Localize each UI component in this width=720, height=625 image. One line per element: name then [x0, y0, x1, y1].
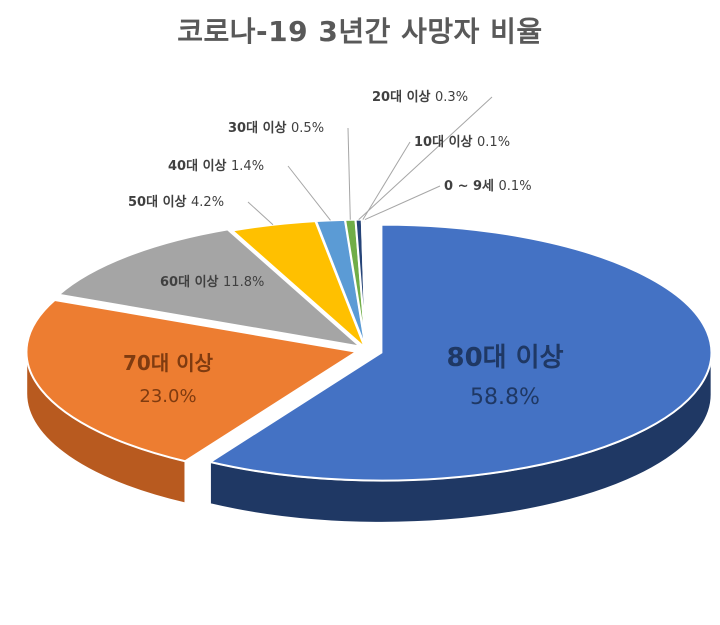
slice-label-6: 20대 이상 0.3%: [372, 89, 468, 105]
slice-label-2: 60대 이상 11.8%: [160, 274, 264, 290]
slice-label-name-2: 60대 이상: [160, 274, 223, 290]
slice-label-value-2: 11.8%: [223, 275, 264, 290]
slice-label-3: 50대 이상 4.2%: [128, 194, 224, 210]
slice-label-value-3: 4.2%: [191, 195, 224, 210]
slice-label-name-4: 40대 이상: [168, 158, 231, 174]
pie-top-faces: [25, 218, 713, 482]
pie-labels: 80대 이상 58.8% 70대 이상 23.0% 60대 이상 11.8% 50대 이상…: [123, 89, 564, 410]
slice-label-value-7: 0.1%: [477, 135, 510, 150]
chart-title: 코로나-19 3년간 사망자 비율: [177, 15, 543, 48]
slice-label-name-1: 70대 이상: [123, 351, 214, 375]
pie-slice-0: [207, 223, 713, 482]
leader-line-3: [247, 201, 274, 226]
slice-label-name-6: 20대 이상: [372, 89, 435, 105]
leader-line-8: [364, 185, 441, 221]
leader-line-5: [347, 127, 351, 220]
leader-line-4: [287, 165, 331, 221]
slice-label-value-5: 0.5%: [291, 121, 324, 136]
slice-label-name-5: 30대 이상: [228, 120, 291, 136]
slice-label-4: 40대 이상 1.4%: [168, 158, 264, 174]
pie-slice-1: [25, 298, 360, 463]
slice-label-8: 0 ~ 9세 0.1%: [444, 179, 532, 194]
slice-label-5: 30대 이상 0.5%: [228, 120, 324, 136]
slice-label-value-8: 0.1%: [499, 179, 532, 194]
pie-slice-2: [56, 228, 364, 349]
slice-label-7: 10대 이상 0.1%: [414, 134, 510, 150]
slice-label-name-7: 10대 이상: [414, 134, 477, 150]
slice-label-value-1: 23.0%: [139, 386, 196, 407]
slice-label-value-0: 58.8%: [470, 385, 540, 410]
slice-label-value-4: 1.4%: [231, 159, 264, 174]
slice-label-value-6: 0.3%: [435, 90, 468, 105]
slice-label-name-0: 80대 이상: [447, 343, 564, 373]
leader-line-7: [362, 141, 411, 220]
slice-label-name-8: 0 ~ 9세: [444, 179, 499, 194]
leader-line-6: [358, 96, 493, 220]
slice-label-name-3: 50대 이상: [128, 194, 191, 210]
